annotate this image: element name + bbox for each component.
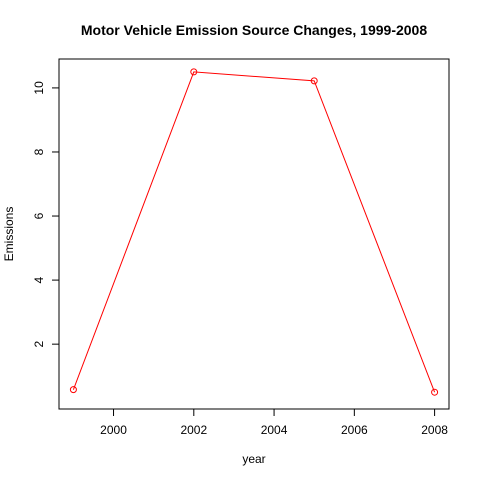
series-line — [72, 71, 436, 393]
y-tick-label: 4 — [32, 276, 46, 283]
y-tick-label: 10 — [32, 81, 46, 95]
y-tick-label: 8 — [32, 148, 46, 155]
x-axis: 2000 2002 2004 2006 2008 — [100, 408, 448, 437]
x-tick-label: 2002 — [180, 423, 207, 437]
x-tick-label: 2006 — [341, 423, 368, 437]
plot-frame — [58, 58, 450, 410]
y-tick-label: 6 — [32, 212, 46, 219]
y-tick-label: 2 — [32, 340, 46, 347]
data-point — [69, 386, 77, 394]
data-point — [190, 68, 198, 76]
series-group — [69, 68, 439, 396]
chart-title: Motor Vehicle Emission Source Changes, 1… — [81, 22, 427, 38]
y-axis: 2 4 6 8 10 — [32, 81, 60, 347]
x-tick-label: 2004 — [261, 423, 288, 437]
x-tick-label: 2000 — [100, 423, 127, 437]
x-tick-label: 2008 — [421, 423, 448, 437]
data-point — [310, 77, 318, 85]
y-axis-label: Emissions — [2, 207, 16, 262]
data-point — [431, 388, 439, 396]
x-axis-label: year — [242, 452, 265, 466]
